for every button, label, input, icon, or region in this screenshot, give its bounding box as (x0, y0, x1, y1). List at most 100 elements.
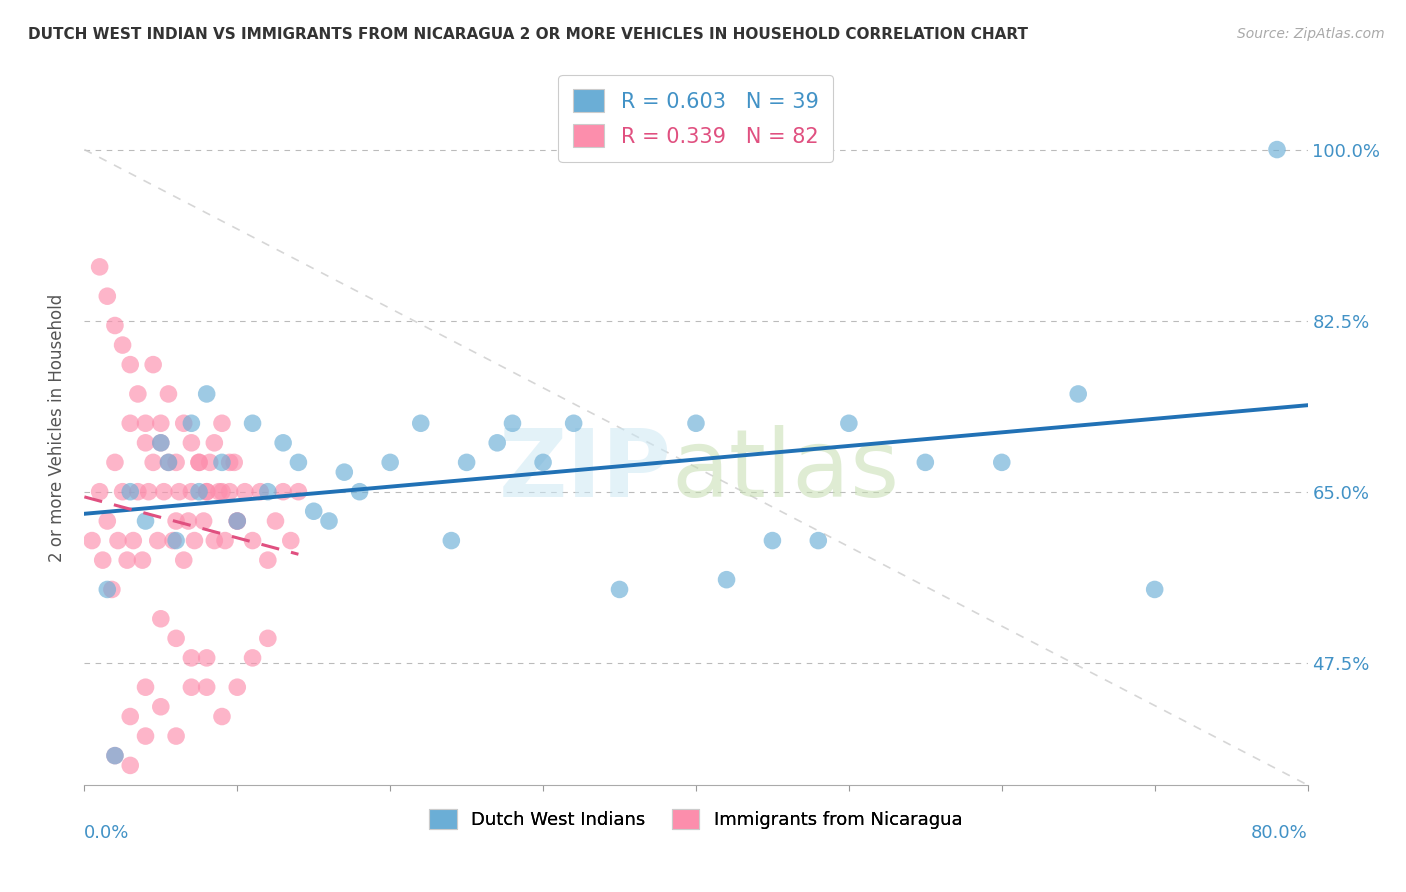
Point (165, 533, 187, 548)
Point (131, 553, 153, 567)
Legend: Dutch West Indians, Immigrants from Nicaragua: Dutch West Indians, Immigrants from Nica… (419, 798, 973, 840)
Point (349, 484, 371, 499)
Point (211, 709, 233, 723)
Point (173, 553, 195, 567)
Point (96, 514, 118, 528)
Point (111, 484, 134, 499)
Point (120, 709, 142, 723)
Point (91, 553, 114, 567)
Point (1143, 582, 1166, 597)
Point (135, 680, 157, 694)
Point (180, 417, 202, 431)
Point (242, 417, 264, 431)
Y-axis label: 2 or more Vehicles in Household: 2 or more Vehicles in Household (48, 294, 66, 562)
Point (157, 387, 180, 401)
Point (195, 680, 218, 694)
Point (233, 484, 256, 499)
Point (138, 484, 160, 499)
Point (214, 533, 236, 548)
Point (609, 582, 631, 597)
Point (195, 651, 218, 665)
Point (153, 484, 176, 499)
Point (409, 417, 432, 431)
Point (264, 514, 287, 528)
Point (226, 680, 249, 694)
Point (120, 417, 142, 431)
Point (257, 484, 280, 499)
Point (502, 417, 524, 431)
Point (562, 417, 585, 431)
Point (257, 632, 280, 646)
Point (218, 455, 240, 469)
Point (135, 729, 157, 743)
Point (115, 553, 138, 567)
Point (180, 484, 202, 499)
Point (991, 455, 1014, 469)
Point (257, 553, 280, 567)
Point (202, 435, 225, 450)
Point (89, 260, 111, 274)
Point (716, 573, 738, 587)
Point (122, 533, 145, 548)
Point (104, 748, 127, 763)
Point (104, 748, 127, 763)
Point (280, 533, 302, 548)
Point (226, 514, 249, 528)
Point (242, 651, 264, 665)
Text: Source: ZipAtlas.com: Source: ZipAtlas.com (1237, 27, 1385, 41)
Point (318, 514, 340, 528)
Text: DUTCH WEST INDIAN VS IMMIGRANTS FROM NICARAGUA 2 OR MORE VEHICLES IN HOUSEHOLD C: DUTCH WEST INDIAN VS IMMIGRANTS FROM NIC… (28, 27, 1028, 42)
Point (157, 455, 180, 469)
Point (807, 533, 830, 548)
Point (226, 514, 249, 528)
Point (167, 484, 190, 499)
Point (149, 435, 172, 450)
Point (685, 417, 707, 431)
Point (165, 514, 187, 528)
Point (135, 514, 157, 528)
Point (120, 358, 142, 372)
Point (101, 582, 124, 597)
Point (120, 484, 142, 499)
Point (440, 533, 463, 548)
Point (127, 387, 149, 401)
Point (271, 435, 294, 450)
Point (380, 455, 402, 469)
Point (188, 484, 211, 499)
Point (80, 533, 103, 548)
Point (838, 417, 860, 431)
Point (142, 358, 165, 372)
Point (531, 455, 554, 469)
Point (287, 484, 309, 499)
Point (149, 435, 172, 450)
Point (249, 484, 271, 499)
Point (195, 484, 218, 499)
Point (914, 455, 936, 469)
Point (173, 417, 195, 431)
Point (120, 758, 142, 772)
Point (208, 484, 231, 499)
Point (96, 289, 118, 303)
Point (211, 484, 233, 499)
Point (198, 455, 221, 469)
Point (157, 455, 180, 469)
Point (177, 514, 200, 528)
Point (302, 504, 325, 518)
Point (333, 465, 356, 479)
Point (456, 455, 478, 469)
Point (188, 455, 211, 469)
Point (271, 484, 294, 499)
Point (224, 455, 246, 469)
Point (180, 680, 202, 694)
Text: 0.0%: 0.0% (84, 824, 129, 842)
Point (96, 582, 118, 597)
Point (107, 533, 129, 548)
Point (89, 484, 111, 499)
Point (149, 699, 172, 714)
Point (188, 455, 211, 469)
Point (162, 533, 184, 548)
Point (135, 417, 157, 431)
Point (202, 533, 225, 548)
Point (183, 533, 205, 548)
Point (180, 435, 202, 450)
